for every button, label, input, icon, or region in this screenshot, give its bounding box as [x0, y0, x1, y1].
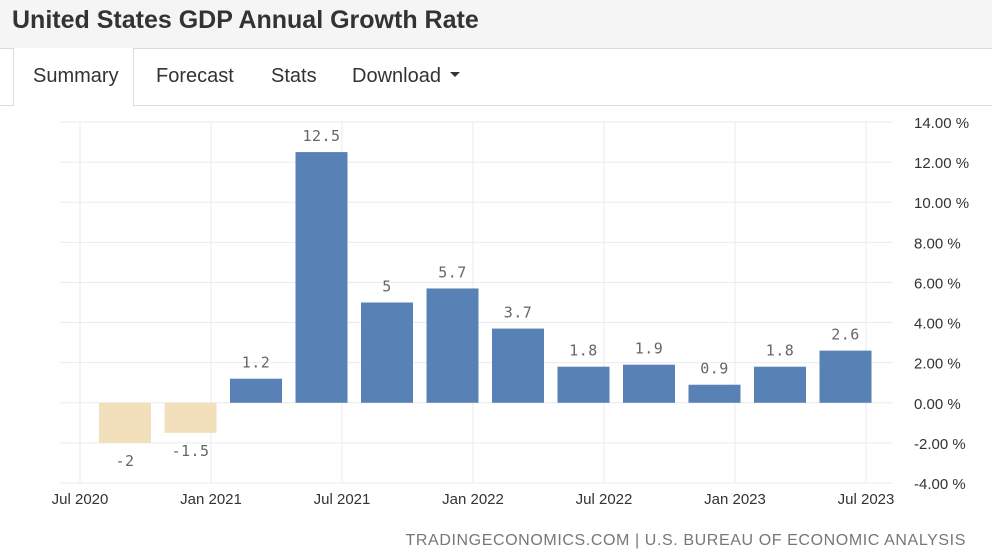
bar[interactable]: [99, 402, 151, 443]
y-axis-ticks: 14.00 % 12.00 % 10.00 % 8.00 % 6.00 % 4.00 % 2…: [914, 115, 969, 493]
x-tick-label: Jan 2022: [442, 491, 504, 508]
data-label: 5.7: [438, 263, 467, 281]
tab-forecast-label: Forecast: [156, 65, 234, 87]
data-label: 1.8: [569, 342, 598, 360]
bar[interactable]: [492, 328, 544, 403]
page-header: United States GDP Annual Growth Rate: [0, 0, 992, 49]
x-tick-label: Jan 2021: [180, 491, 242, 508]
y-tick-label: 12.00 %: [914, 155, 969, 172]
bar[interactable]: [557, 366, 610, 403]
tab-download[interactable]: Download: [352, 48, 460, 105]
data-label: 1.2: [242, 354, 271, 372]
bar[interactable]: [688, 384, 741, 403]
data-label: 5: [382, 278, 392, 296]
y-tick-label: -4.00 %: [914, 476, 966, 493]
y-tick-label: 4.00 %: [914, 316, 961, 333]
chevron-down-icon: [449, 72, 460, 78]
data-label: 12.5: [302, 127, 340, 145]
bar[interactable]: [164, 402, 217, 433]
bar[interactable]: [754, 366, 806, 403]
data-label: 1.8: [766, 342, 795, 360]
tab-stats-label: Stats: [271, 65, 317, 87]
data-label: 1.9: [635, 340, 664, 358]
bar[interactable]: [295, 152, 348, 403]
x-tick-label: Jul 2021: [314, 491, 371, 508]
x-tick-label: Jul 2020: [52, 491, 109, 508]
data-label: -2: [115, 452, 134, 470]
data-label: -1.5: [171, 442, 209, 460]
tab-summary[interactable]: Summary: [13, 48, 134, 106]
tab-summary-label: Summary: [33, 65, 119, 87]
y-tick-label: -2.00 %: [914, 436, 966, 453]
x-tick-label: Jul 2023: [838, 491, 895, 508]
bar[interactable]: [426, 288, 479, 403]
gdp-growth-bar-chart: -2 -1.5 1.2 12.5 5 5.7 3.7 1.8 1.9 0.9 1.8 2.6 14.0…: [52, 115, 969, 508]
x-tick-label: Jan 2023: [704, 491, 766, 508]
x-axis-ticks: Jul 2020 Jan 2021 Jul 2021 Jan 2022 Jul 2022…: [52, 491, 895, 508]
y-tick-label: 2.00 %: [914, 356, 961, 373]
source-credit: TRADINGECONOMICS.COM | U.S. BUREAU OF EC…: [405, 532, 966, 549]
tab-stats[interactable]: Stats: [271, 48, 317, 105]
data-labels: -2 -1.5 1.2 12.5 5 5.7 3.7 1.8 1.9 0.9 1.8 2.6: [115, 127, 859, 470]
bar[interactable]: [623, 364, 675, 403]
tab-download-label: Download: [352, 65, 441, 87]
y-tick-label: 14.00 %: [914, 115, 969, 132]
tab-forecast[interactable]: Forecast: [156, 48, 234, 105]
data-label: 3.7: [504, 304, 533, 322]
bar[interactable]: [819, 350, 872, 403]
data-label: 2.6: [831, 326, 860, 344]
y-tick-label: 8.00 %: [914, 235, 961, 252]
y-tick-label: 6.00 %: [914, 275, 961, 292]
bar[interactable]: [230, 378, 282, 403]
page-title: United States GDP Annual Growth Rate: [12, 6, 479, 34]
y-tick-label: 0.00 %: [914, 396, 961, 413]
data-label: 0.9: [700, 360, 729, 378]
tab-bar: Summary Forecast Stats Download: [0, 48, 992, 106]
bar[interactable]: [361, 302, 413, 403]
bars: [99, 152, 872, 443]
x-tick-label: Jul 2022: [576, 491, 633, 508]
y-tick-label: 10.00 %: [914, 195, 969, 212]
